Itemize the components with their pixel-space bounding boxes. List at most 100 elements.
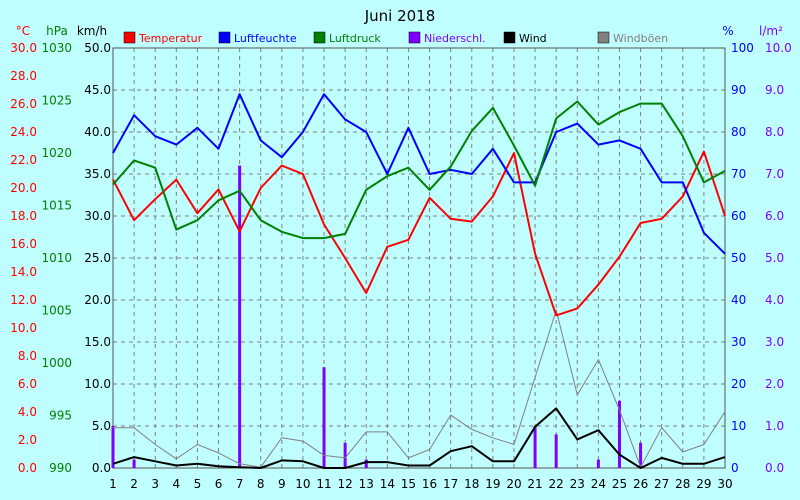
precipitation-bar <box>111 426 115 468</box>
temperature-tick-label: 22.0 <box>10 153 37 167</box>
temperature-tick-label: 0.0 <box>18 461 37 475</box>
temperature-tick-label: 10.0 <box>10 321 37 335</box>
x-tick-label: 7 <box>236 477 244 491</box>
legend-label: Niederschl. <box>424 32 486 45</box>
axis-unit-labels: °C hPa km/h% l/m² <box>16 24 783 38</box>
precipitation-bar <box>132 459 136 468</box>
temperature-tick-label: 16.0 <box>10 237 37 251</box>
legend-label: Luftfeuchte <box>234 32 297 45</box>
x-tick-label: 6 <box>215 477 223 491</box>
precipitation-tick-label: 3.0 <box>765 335 784 349</box>
x-tick-label: 3 <box>151 477 159 491</box>
legend: Temperatur Luftfeuchte Luftdruck Niederschl… <box>123 31 668 45</box>
x-tick-label: 5 <box>194 477 202 491</box>
pressure-tick-label: 1020 <box>41 146 72 160</box>
pressure-tick-label: 990 <box>49 461 72 475</box>
pressure-unit-label: hPa <box>46 24 68 38</box>
wind-tick-label: 15.0 <box>84 335 111 349</box>
temperature-tick-label: 30.0 <box>10 41 37 55</box>
legend-label: Wind <box>519 32 547 45</box>
legend-label: Luftdruck <box>329 32 381 45</box>
wind-tick-label: 50.0 <box>84 41 111 55</box>
precipitation-tick-label: 2.0 <box>765 377 784 391</box>
humidity-tick-label: 80 <box>731 125 746 139</box>
humidity-tick-label: 70 <box>731 167 746 181</box>
x-tick-label: 26 <box>633 477 648 491</box>
legend-swatch <box>313 31 326 44</box>
legend-swatch <box>503 31 516 44</box>
precipitation-tick-label: 10.0 <box>765 41 792 55</box>
wind-tick-label: 45.0 <box>84 83 111 97</box>
precipitation-bar <box>322 367 326 468</box>
x-tick-label: 17 <box>443 477 458 491</box>
humidity-unit-label: % <box>722 24 733 38</box>
precipitation-bar <box>533 426 537 468</box>
x-tick-label: 24 <box>591 477 606 491</box>
temperature-tick-label: 6.0 <box>18 377 37 391</box>
x-tick-label: 13 <box>359 477 374 491</box>
precipitation-tick-label: 4.0 <box>765 293 784 307</box>
wind-tick-label: 10.0 <box>84 377 111 391</box>
x-tick-label: 30 <box>717 477 732 491</box>
x-tick-label: 20 <box>506 477 521 491</box>
temperature-unit-label: °C <box>16 24 30 38</box>
temperature-tick-label: 20.0 <box>10 181 37 195</box>
x-tick-label: 9 <box>278 477 286 491</box>
pressure-tick-label: 1010 <box>41 251 72 265</box>
humidity-tick-label: 50 <box>731 251 746 265</box>
humidity-tick-label: 90 <box>731 83 746 97</box>
x-tick-label: 4 <box>172 477 180 491</box>
temperature-tick-label: 2.0 <box>18 433 37 447</box>
pressure-tick-label: 1005 <box>41 304 72 318</box>
temperature-tick-label: 18.0 <box>10 209 37 223</box>
x-tick-label: 14 <box>380 477 395 491</box>
series-line-temperatur <box>112 150 726 317</box>
precipitation-bar <box>596 459 600 468</box>
pressure-tick-label: 1025 <box>41 94 72 108</box>
precipitation-bar <box>639 442 643 468</box>
pressure-tick-label: 1015 <box>41 199 72 213</box>
precipitation-tick-label: 8.0 <box>765 125 784 139</box>
x-tick-label: 21 <box>527 477 542 491</box>
precipitation-tick-label: 6.0 <box>765 209 784 223</box>
humidity-tick-label: 10 <box>731 419 746 433</box>
series-lines <box>112 93 726 469</box>
x-tick-label: 15 <box>401 477 416 491</box>
x-tick-labels: 1 2 3 4 5 6 7 8 9 10 11 12 13 14 15 16 17 18 19 20 21 22 23 24 2… <box>109 477 732 491</box>
humidity-tick-label: 0 <box>731 461 739 475</box>
precipitation-tick-label: 0.0 <box>765 461 784 475</box>
axes: 0.0 2.0 4.0 6.0 8.0 10.0 12.0 14.0 16.0 18.0 20.0 2… <box>10 41 791 475</box>
temperature-tick-label: 4.0 <box>18 405 37 419</box>
legend-swatch <box>597 31 610 44</box>
pressure-tick-label: 995 <box>49 409 72 423</box>
precipitation-bar <box>364 459 368 468</box>
series-line-wind <box>112 407 726 469</box>
temperature-tick-label: 8.0 <box>18 349 37 363</box>
grid <box>112 47 726 469</box>
temperature-tick-label: 12.0 <box>10 293 37 307</box>
wind-tick-label: 25.0 <box>84 251 111 265</box>
x-tick-label: 16 <box>422 477 437 491</box>
temperature-tick-label: 24.0 <box>10 125 37 139</box>
legend-swatch <box>123 31 136 44</box>
series-line-luftdruck <box>112 100 726 240</box>
x-tick-label: 12 <box>337 477 352 491</box>
plot-frame <box>112 47 726 469</box>
wind-tick-label: 30.0 <box>84 209 111 223</box>
x-tick-label: 11 <box>316 477 331 491</box>
precipitation-bar <box>617 400 621 468</box>
chart-title: Juni 2018 <box>364 7 436 25</box>
precipitation-unit-label: l/m² <box>759 24 783 38</box>
wind-tick-label: 0.0 <box>92 461 111 475</box>
precipitation-bars <box>111 165 643 468</box>
series-line-windben <box>113 309 726 468</box>
legend-label: Windböen <box>613 32 668 45</box>
x-tick-label: 22 <box>549 477 564 491</box>
legend-swatch <box>408 31 421 44</box>
wind-tick-label: 40.0 <box>84 125 111 139</box>
temperature-tick-label: 14.0 <box>10 265 37 279</box>
x-tick-label: 2 <box>130 477 138 491</box>
x-tick-label: 19 <box>485 477 500 491</box>
